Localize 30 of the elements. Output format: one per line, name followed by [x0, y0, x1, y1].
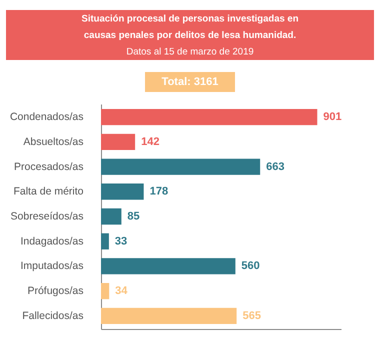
- bar: [101, 134, 136, 150]
- y-tick-label: Condenados/as: [10, 111, 84, 124]
- y-tick-label: Imputados/as: [20, 260, 84, 272]
- y-tick-label: Fallecidos/as: [22, 310, 84, 322]
- chart-subtitle: Datos al 15 de marzo de 2019: [126, 46, 254, 58]
- bar: [101, 184, 144, 200]
- bar: [101, 108, 318, 126]
- data-label: 33: [114, 235, 128, 248]
- text: Total: 3161: [162, 76, 218, 88]
- data-label: 560: [241, 260, 260, 272]
- data-label: 565: [242, 310, 261, 322]
- bar: [101, 258, 236, 274]
- bar: [101, 283, 110, 300]
- y-tick-label: Prófugos/as: [27, 285, 84, 298]
- chart-title: Situación procesal de personas investigadas en causas penales por delitos de lesa humanidad.: [82, 13, 299, 41]
- bar: [101, 233, 109, 250]
- data-label: 85: [127, 210, 140, 222]
- y-tick-label: Sobreseídos/as: [10, 210, 84, 222]
- y-tick-label: Falta de mérito: [13, 186, 84, 198]
- bar: [101, 208, 122, 225]
- y-tick-label: Absueltos/as: [23, 136, 84, 148]
- data-label: 34: [115, 285, 128, 298]
- data-label: 901: [323, 111, 342, 124]
- y-tick-label: Procesados/as: [14, 160, 84, 173]
- bar: [101, 308, 237, 324]
- data-label: 663: [266, 160, 284, 173]
- data-label: 178: [150, 186, 168, 198]
- data-label: 142: [141, 136, 160, 148]
- bar: [101, 158, 260, 175]
- y-tick-label: Indagados/as: [20, 235, 84, 248]
